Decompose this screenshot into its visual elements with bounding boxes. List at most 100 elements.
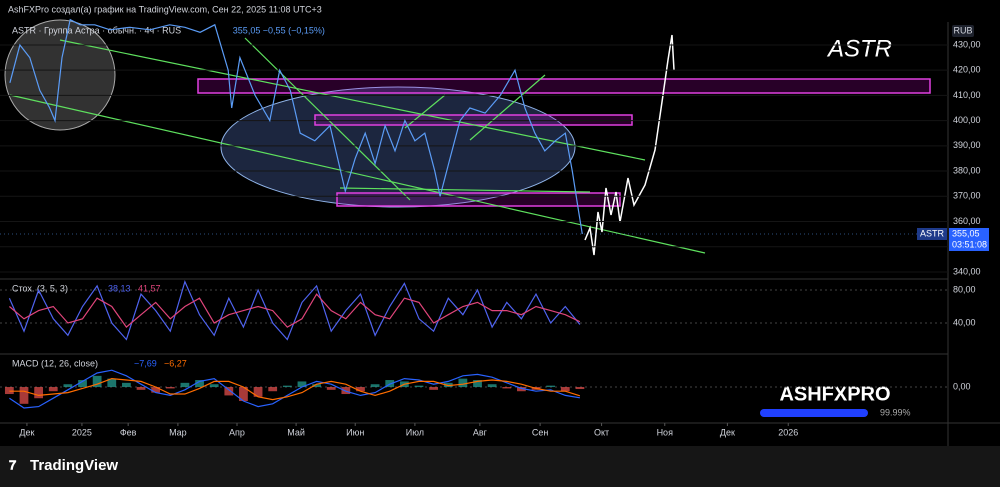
watermark-bar [760,409,868,417]
x-tick-label: Май [287,427,305,437]
histogram-bar [268,387,278,392]
legend-value: 355,05 [233,25,261,35]
pane-separators [0,22,1000,446]
watermark: ASHFXPRO [779,383,890,405]
x-tick-label: Апр [229,427,245,437]
series-line [9,377,581,401]
x-tick-label: Окт [594,427,609,437]
x-tick-label: Июл [406,427,424,437]
histogram-bar [92,375,102,388]
histogram-bar [443,382,453,388]
legend-value: −7,69 [134,358,157,368]
histogram-bar [312,384,321,388]
histogram-bar [326,387,336,390]
histogram-bar [429,387,439,390]
histogram-bar [297,381,307,388]
legend-value: 38,13 [108,283,131,293]
histogram-bar [473,380,482,388]
histogram-bar [63,384,73,388]
x-tick-label: 2026 [778,427,798,437]
last-symbol: ASTR [920,228,945,238]
zone [314,114,633,126]
histogram-bar [546,385,556,388]
series-line [9,369,580,409]
last-price: 355,05 [952,228,980,238]
legend-value: −6,27 [164,358,187,368]
histogram-bar [560,387,570,392]
y-tick-label: 80,00 [953,284,976,294]
histogram-bar [356,387,365,392]
histogram-bar [239,387,248,402]
last-symbol-box [917,227,947,240]
histogram-bar [414,385,424,388]
histogram-bar [34,387,44,399]
highlight-ellipse [220,86,576,208]
countdown: 03:51:08 [952,239,987,249]
histogram-bar [4,387,14,395]
header-text: AshFXPro создал(а) график на TradingView… [8,4,322,14]
histogram-bar [19,387,29,404]
footer-logo: 𝟕 [9,457,17,472]
histogram-bar [575,387,585,390]
histogram-bar [282,385,292,388]
symbol-note: ASTR [826,35,892,62]
x-tick-label: Дек [19,427,34,437]
trend-lines [9,37,706,254]
histogram-bar [224,387,234,396]
y-tick-label: 430,00 [953,39,981,49]
histogram-bar [180,382,190,388]
histogram-bar [78,380,87,388]
x-tick-label: Авг [473,427,488,437]
legend-value: −0,55 (−0,15%) [263,25,325,35]
histogram-bar [458,378,468,388]
histogram-bar [122,382,131,388]
y-tick-label: 360,00 [953,216,981,226]
x-tick-label: Июн [346,427,364,437]
x-tick-label: Дек [720,427,735,437]
histogram-bar [341,387,351,395]
y-tick-label: 0,00 [953,381,971,391]
histogram-bar [209,384,219,388]
histogram-bar [136,387,146,390]
x-tick-label: Фев [120,427,137,437]
pane-title: Стох. (3, 5, 3) [12,283,68,293]
zone [197,78,931,94]
histogram-bar [487,384,497,388]
y-tick-label: 380,00 [953,165,981,175]
currency: RUB [953,25,972,35]
price-line [9,18,583,235]
histogram-bar [502,387,512,389]
currency-box [952,25,974,37]
footer-bg [0,446,1000,487]
x-tick-label: Сен [532,427,549,437]
histogram-bar [253,387,263,397]
watermark-percent: 99.99% [880,407,911,417]
x-tick-label: Мар [169,427,187,437]
histogram-bar [195,380,204,388]
y-tick-label: 370,00 [953,191,981,201]
pane-title: ASTR · Группа Астра · обычн. · 4ч · RUS [12,25,181,35]
histogram-bar [517,387,526,392]
y-tick-label: 420,00 [953,65,981,75]
histogram-bar [370,384,380,388]
y-tick-label: 410,00 [953,90,981,100]
x-tick-label: Ноя [657,427,674,437]
histogram-bar [151,387,161,393]
histogram-bar [48,387,58,392]
footer-brand: TradingView [30,457,118,474]
y-tick-label: 400,00 [953,115,981,125]
x-tick-label: 2025 [72,427,92,437]
y-tick-label: 40,00 [953,317,976,327]
histogram-bar [107,378,117,388]
pane-title: MACD (12, 26, close) [12,358,98,368]
last-price-box [949,227,989,251]
y-tick-label: 340,00 [953,266,981,276]
series-line [9,293,581,328]
series-line [8,279,581,341]
histogram-bar [165,387,175,389]
histogram-bar [385,380,395,388]
legend-value: 41,57 [138,283,161,293]
y-tick-label: 390,00 [953,140,981,150]
